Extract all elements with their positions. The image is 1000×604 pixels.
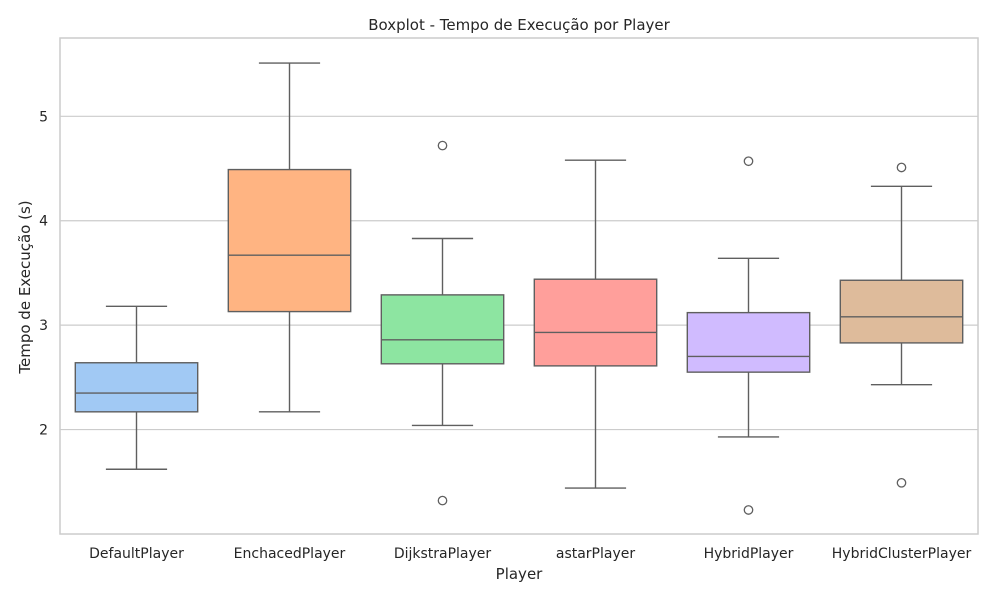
box-group-EnchacedPlayer [227,62,352,413]
y-tick-label: 4 [39,214,48,230]
y-tick-labels: 2 3 4 5 [39,109,48,438]
iqr-box [533,278,658,367]
box-group-HybridClusterPlayer [839,162,964,488]
plot-frame [59,37,979,535]
x-tick-label: DijkstraPlayer [394,546,492,562]
outlier-point [437,495,448,506]
outlier-point [743,156,754,167]
y-tick-label: 2 [39,423,48,439]
outlier-point [896,162,907,173]
chart-title: Boxplot - Tempo de Execução por Player [368,16,670,34]
y-tick-label: 3 [39,318,48,334]
y-axis-label: Tempo de Execução (s) [16,200,34,374]
box-group-HybridPlayer [686,156,811,515]
iqr-box [380,294,505,365]
box-group-DefaultPlayer [74,305,199,470]
x-axis-label: Player [496,565,544,583]
box-series [74,62,964,515]
y-tick-label: 5 [39,109,48,125]
x-tick-labels: DefaultPlayer EnchacedPlayer DijkstraPlaye… [89,546,971,562]
iqr-box [839,279,964,344]
grid-lines [60,115,978,431]
outlier-point [743,505,754,515]
box-group-DijkstraPlayer [380,140,505,506]
x-tick-label: DefaultPlayer [89,546,184,562]
x-tick-label: EnchacedPlayer [234,546,346,562]
outlier-point [896,477,907,488]
iqr-box [74,362,199,413]
box-group-astarPlayer [533,159,658,489]
x-tick-label: HybridPlayer [704,546,794,562]
outlier-point [437,140,448,151]
x-tick-label: HybridClusterPlayer [832,546,972,562]
iqr-box [686,311,811,373]
iqr-box [227,168,352,313]
x-tick-label: astarPlayer [556,546,636,562]
